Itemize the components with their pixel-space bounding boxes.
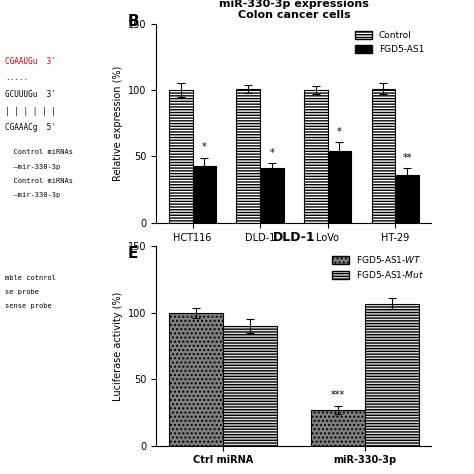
Text: —mir-330-3p: —mir-330-3p [5, 164, 60, 170]
Y-axis label: Luciferase activity (%): Luciferase activity (%) [113, 292, 123, 401]
Bar [237, 89, 260, 223]
Text: —mir-330-3p: —mir-330-3p [5, 192, 60, 198]
Text: mble cotnrol: mble cotnrol [5, 275, 56, 281]
Title: miR-330-3p expressions
Colon cancer cells: miR-330-3p expressions Colon cancer cell… [219, 0, 369, 20]
Text: **: ** [402, 153, 412, 163]
Text: Control miRNAs: Control miRNAs [5, 149, 73, 155]
Text: *: * [270, 148, 274, 158]
Text: CGAAUGu  3': CGAAUGu 3' [5, 57, 55, 66]
Bar [169, 313, 223, 446]
Y-axis label: Relative expression (%): Relative expression (%) [113, 65, 123, 181]
Text: sense probe: sense probe [5, 303, 52, 310]
Text: *: * [337, 127, 342, 137]
Text: Control miRNAs: Control miRNAs [5, 178, 73, 184]
Bar [304, 90, 328, 223]
Bar [192, 166, 216, 223]
Bar [311, 410, 365, 446]
Text: | | | | | |: | | | | | | [5, 107, 55, 116]
Bar [328, 151, 351, 223]
Text: .....: ..... [5, 73, 28, 82]
Title: DLD-1: DLD-1 [273, 231, 315, 244]
Text: E: E [128, 246, 138, 262]
Text: se probe: se probe [5, 289, 39, 295]
Legend: FGD5-AS1-$\mathit{WT}$, FGD5-AS1-$\mathit{Mut}$: FGD5-AS1-$\mathit{WT}$, FGD5-AS1-$\mathi… [330, 251, 427, 283]
Text: *: * [202, 143, 207, 153]
Bar [395, 175, 419, 223]
Bar [260, 168, 284, 223]
Text: CGAAACg  5': CGAAACg 5' [5, 123, 55, 132]
Bar [169, 90, 192, 223]
Bar [372, 89, 395, 223]
Text: ***: *** [331, 391, 345, 401]
Legend: Control, FGD5-AS1: Control, FGD5-AS1 [353, 28, 427, 56]
Text: GCUUUGu  3': GCUUUGu 3' [5, 90, 55, 99]
Text: B: B [128, 14, 140, 29]
Bar [365, 303, 419, 446]
Bar [223, 326, 277, 446]
